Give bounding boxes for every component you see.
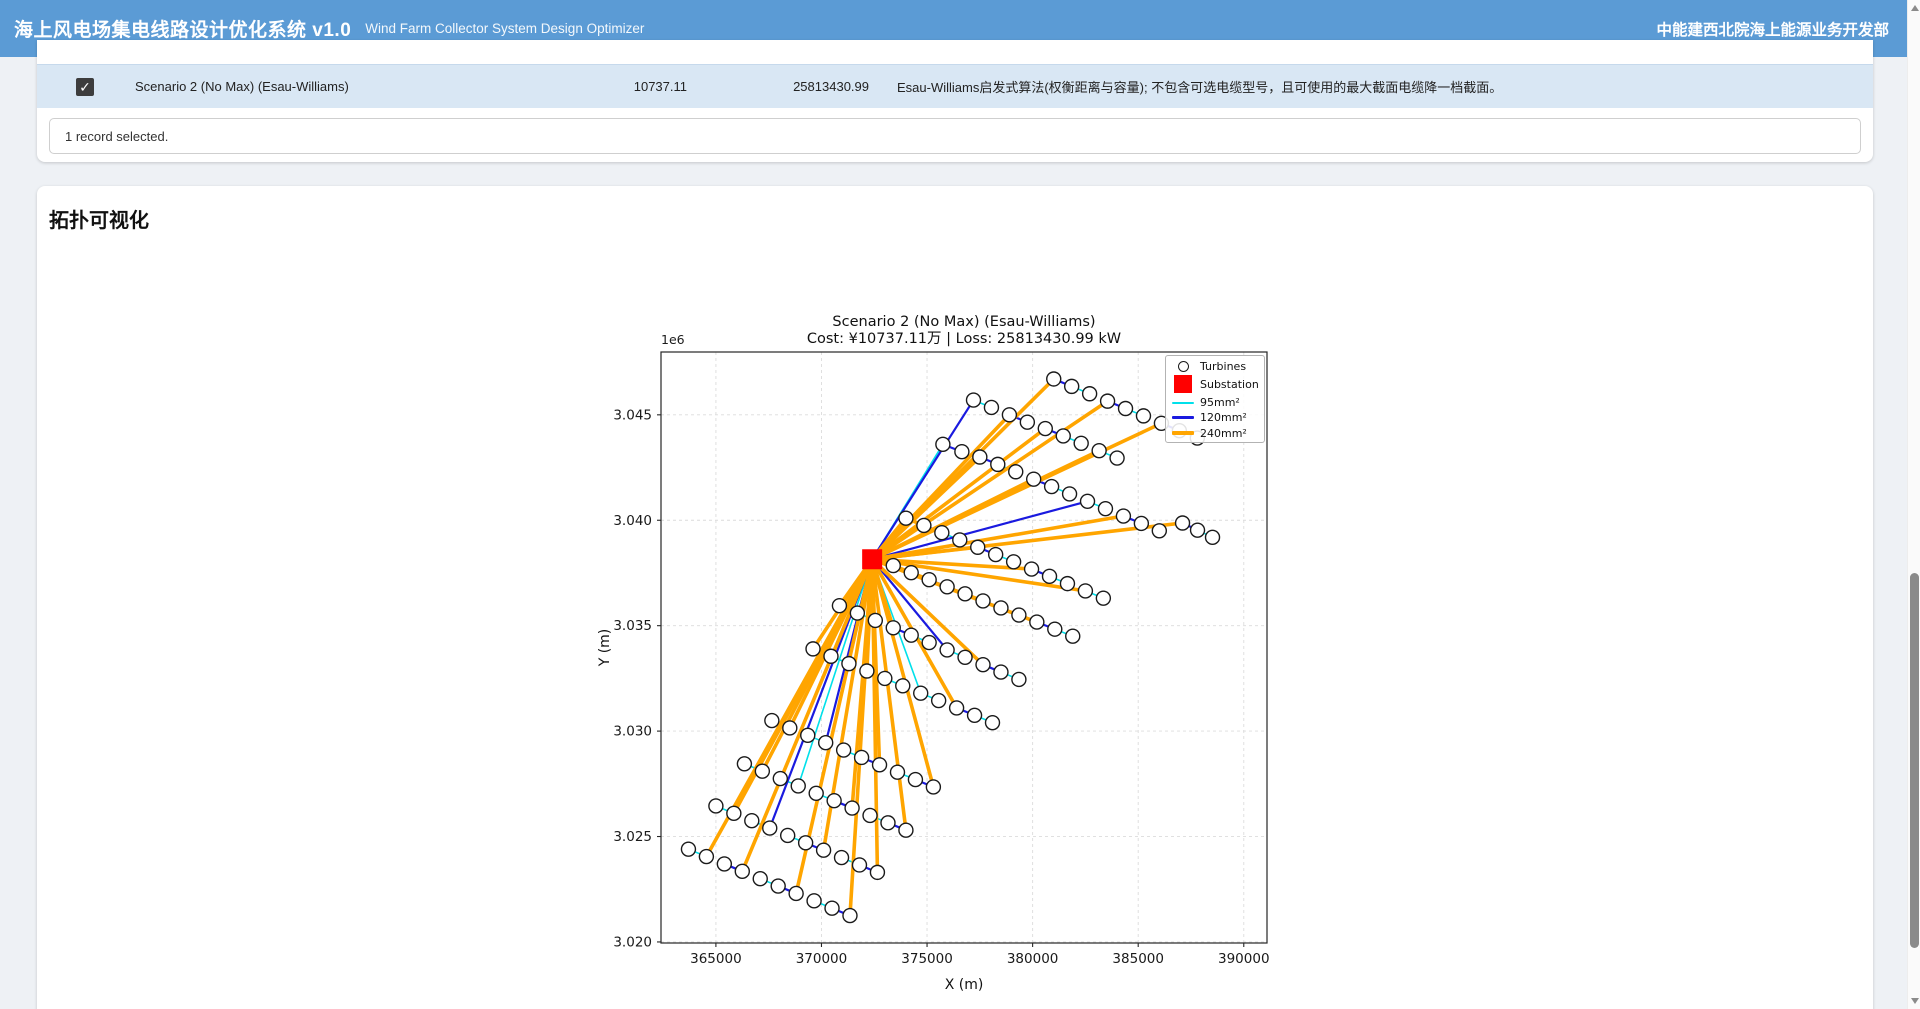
results-table-panel: ✓ Scenario 2 (No Max) (Esau-Williams) 10… [37, 40, 1873, 162]
legend-item-240mm: 240mm² [1172, 426, 1260, 440]
app-title: 海上风电场集电线路设计优化系统 v1.0 [14, 15, 351, 42]
topology-panel: 拓扑可视化 [37, 186, 1873, 1009]
app-subtitle: Wind Farm Collector System Design Optimi… [365, 21, 644, 36]
substation-marker-icon [1172, 375, 1194, 393]
loss-cell: 25813430.99 [717, 79, 869, 94]
legend-label: Turbines [1200, 360, 1246, 373]
scroll-down-icon[interactable] [1911, 998, 1919, 1004]
turbine-marker-icon [1172, 361, 1194, 372]
row-checkbox[interactable]: ✓ [76, 78, 94, 96]
legend-label: Substation [1200, 378, 1259, 391]
legend-label: 120mm² [1200, 411, 1247, 424]
legend-item-turbines: Turbines [1172, 359, 1260, 373]
section-title: 拓扑可视化 [49, 204, 149, 233]
table-row[interactable]: ✓ Scenario 2 (No Max) (Esau-Williams) 10… [37, 64, 1873, 108]
scenario-name-cell: Scenario 2 (No Max) (Esau-Williams) [135, 79, 349, 94]
legend-label: 95mm² [1200, 396, 1240, 409]
cable-95-line-icon [1172, 402, 1194, 404]
record-selected-box: 1 record selected. [49, 118, 1861, 154]
vertical-scrollbar[interactable] [1907, 0, 1920, 1009]
app-org-label: 中能建西北院海上能源业务开发部 [1656, 18, 1889, 40]
cable-120-line-icon [1172, 416, 1194, 419]
scrollbar-thumb[interactable] [1910, 573, 1919, 948]
legend-label: 240mm² [1200, 427, 1247, 440]
description-cell: Esau-Williams启发式算法(权衡距离与容量); 不包含可选电缆型号，且… [897, 77, 1502, 96]
record-selected-text: 1 record selected. [65, 129, 168, 144]
legend-item-120mm: 120mm² [1172, 411, 1260, 425]
chart-legend: Turbines Substation 95mm² 120mm² 240mm² [1165, 355, 1265, 443]
legend-item-substation: Substation [1172, 374, 1260, 394]
scroll-up-icon[interactable] [1911, 5, 1919, 11]
cable-240-line-icon [1172, 431, 1194, 435]
cost-cell: 10737.11 [537, 79, 687, 94]
legend-item-95mm: 95mm² [1172, 396, 1260, 410]
